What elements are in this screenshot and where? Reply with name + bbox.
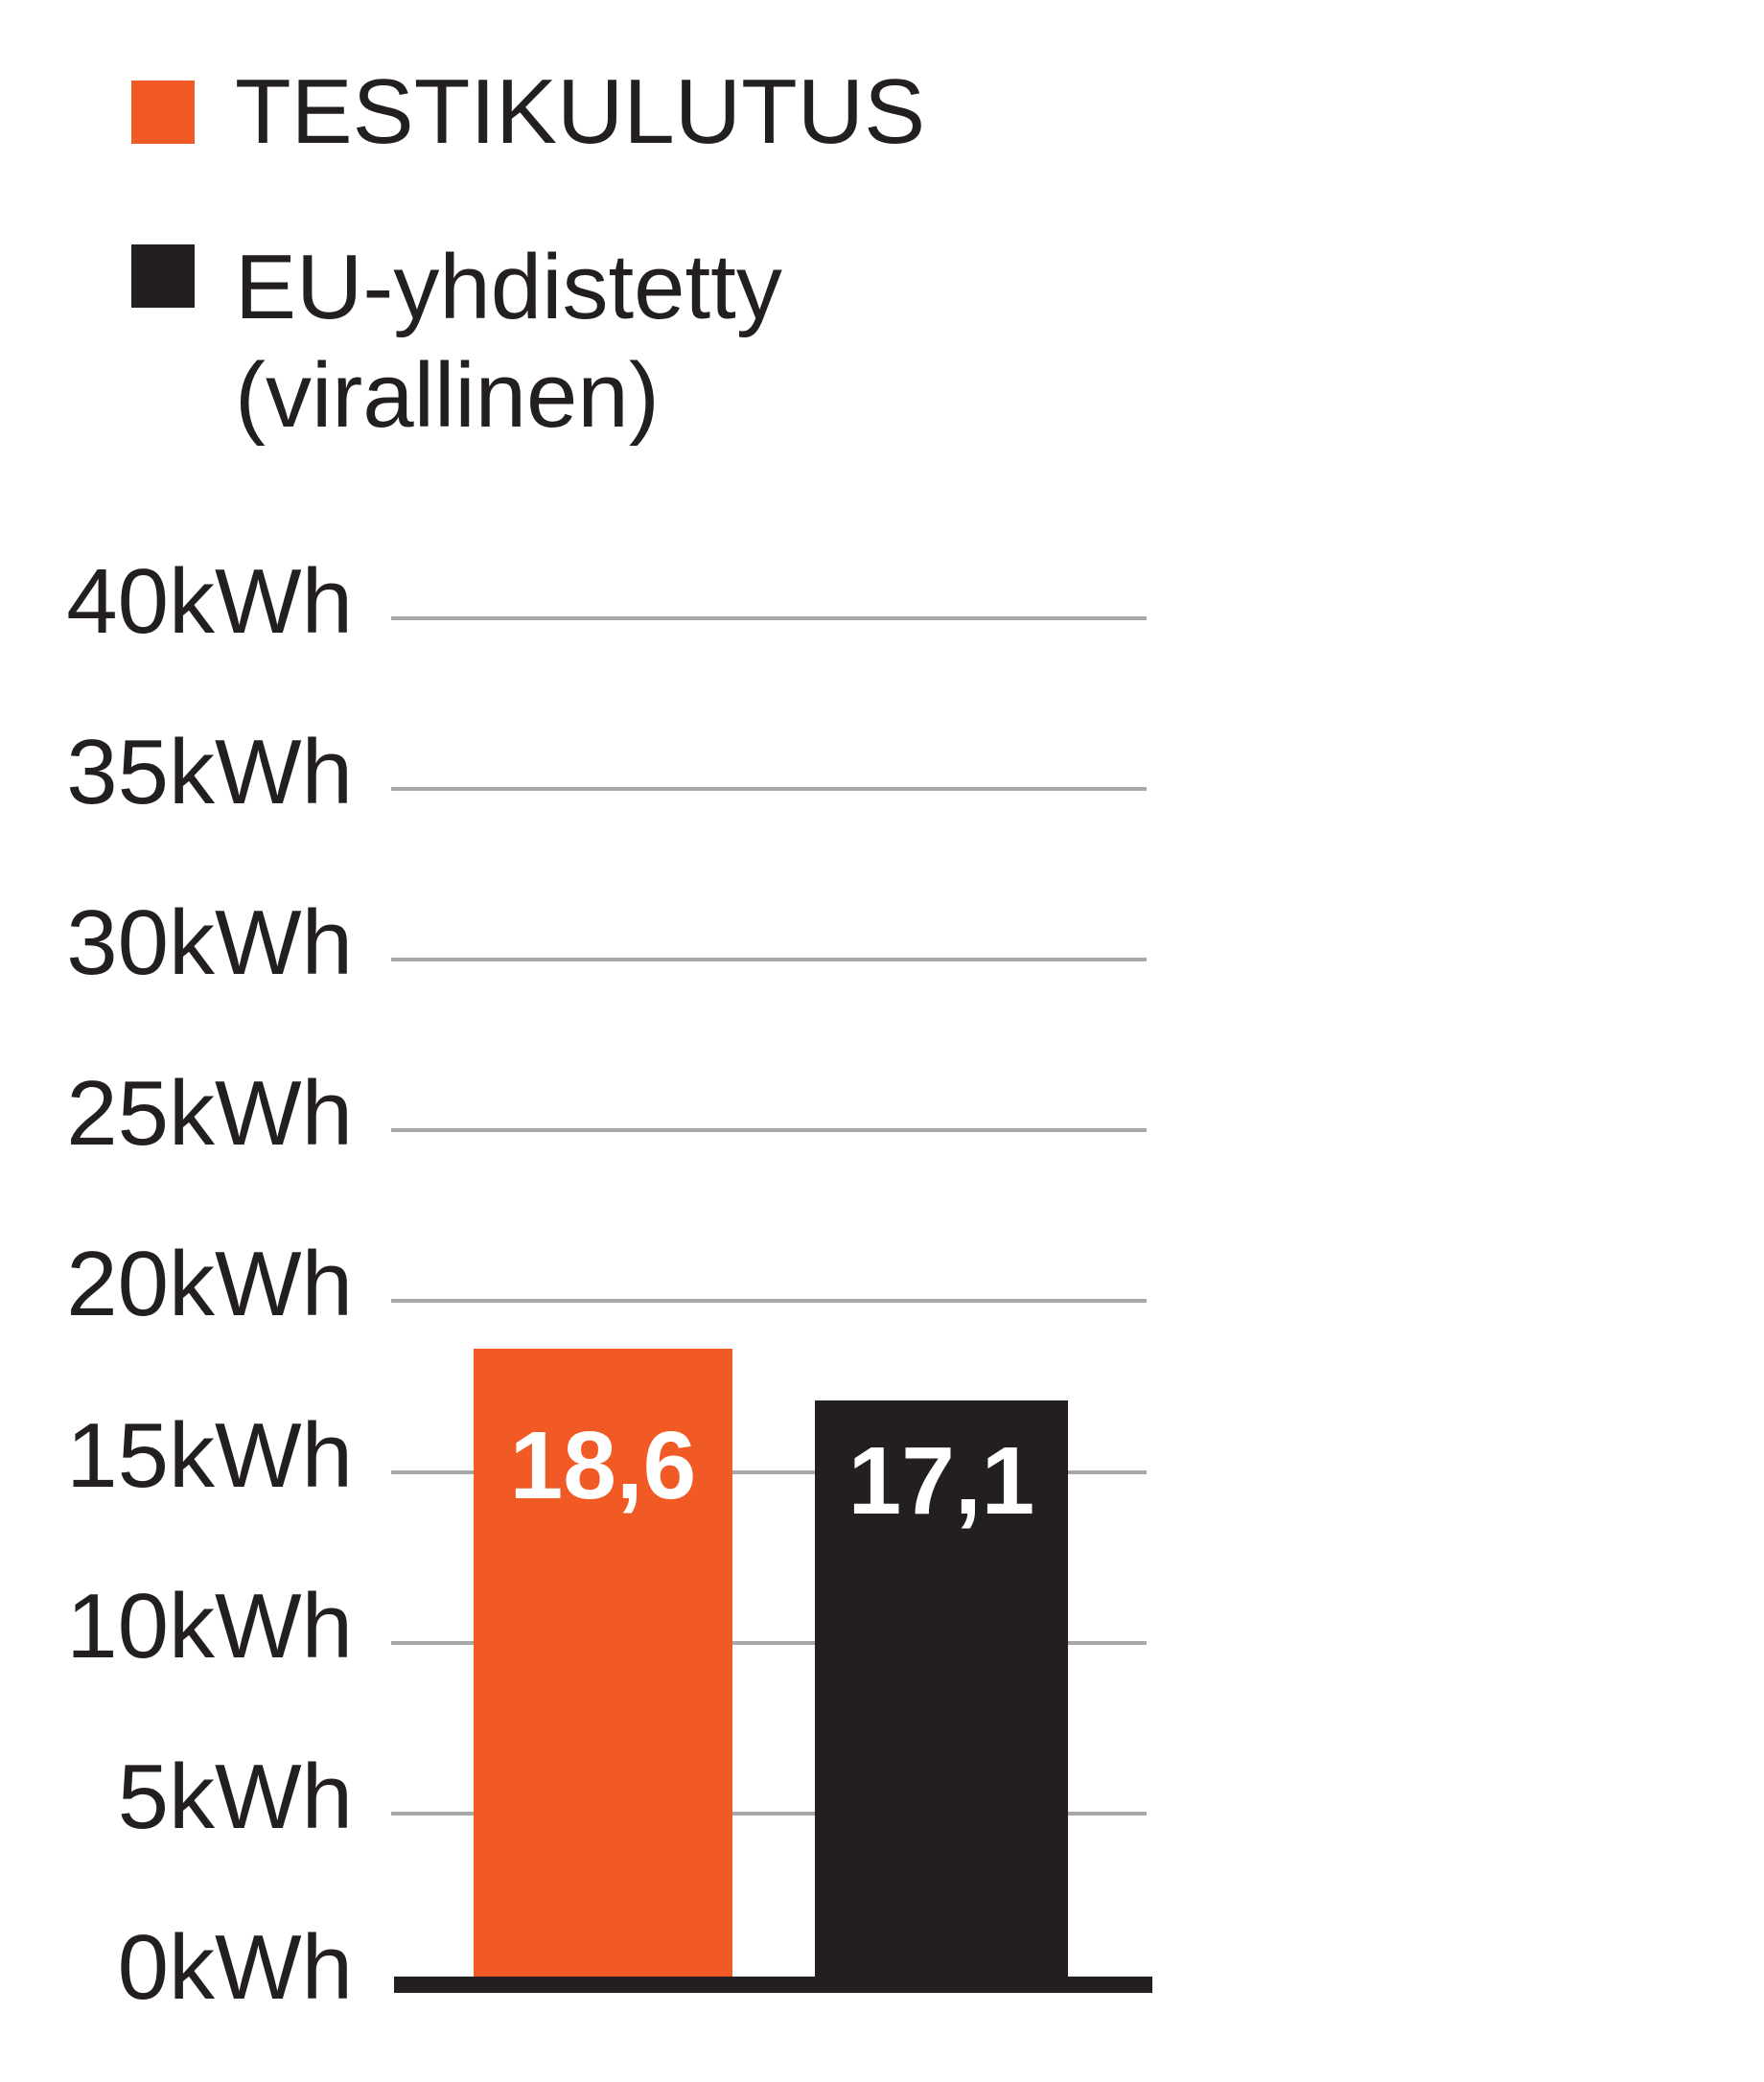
y-tick-label-35kwh: 35kWh xyxy=(66,720,353,823)
bar-value-label: 18,6 xyxy=(509,1412,697,1519)
y-tick-label-25kwh: 25kWh xyxy=(66,1062,353,1166)
y-tick-label-15kwh: 15kWh xyxy=(66,1403,353,1507)
gridline-25kwh xyxy=(391,1128,1147,1133)
gridline-40kwh xyxy=(391,615,1147,620)
gridline-35kwh xyxy=(391,786,1147,791)
legend-item-eu-yhdistetty: EU-yhdistetty (virallinen) xyxy=(131,233,782,451)
legend-label-testikulutus: TESTIKULUTUS xyxy=(235,60,926,163)
gridline-20kwh xyxy=(391,1299,1147,1304)
bar-eu-yhdistetty: 17,1 xyxy=(815,1400,1068,1977)
y-tick-label-30kwh: 30kWh xyxy=(66,891,353,995)
legend-item-testikulutus: TESTIKULUTUS xyxy=(131,58,925,166)
gridline-15kwh xyxy=(391,1469,1147,1474)
gridline-10kwh xyxy=(391,1640,1147,1645)
bar-testikulutus: 18,6 xyxy=(474,1349,732,1977)
gridline-5kwh xyxy=(391,1811,1147,1816)
legend-label-eu-yhdistetty: EU-yhdistetty (virallinen) xyxy=(235,236,782,448)
y-tick-label-0kwh: 0kWh xyxy=(117,1916,353,2019)
y-tick-label-5kwh: 5kWh xyxy=(117,1745,353,1848)
y-tick-label-40kwh: 40kWh xyxy=(66,549,353,653)
x-axis-line xyxy=(394,1977,1152,1993)
bar-value-label: 17,1 xyxy=(847,1427,1035,1535)
legend-swatch-black-icon xyxy=(131,244,195,308)
gridline-30kwh xyxy=(391,958,1147,962)
y-tick-label-10kwh: 10kWh xyxy=(66,1574,353,1677)
legend-swatch-orange-icon xyxy=(131,80,195,144)
y-tick-label-20kwh: 20kWh xyxy=(66,1233,353,1336)
